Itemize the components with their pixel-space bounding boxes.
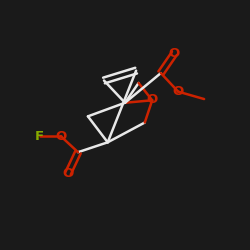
Text: O: O	[62, 167, 74, 180]
Text: O: O	[146, 92, 158, 106]
Text: O: O	[172, 85, 184, 98]
Text: O: O	[55, 130, 66, 142]
Text: O: O	[169, 47, 180, 60]
Text: F: F	[35, 130, 44, 142]
